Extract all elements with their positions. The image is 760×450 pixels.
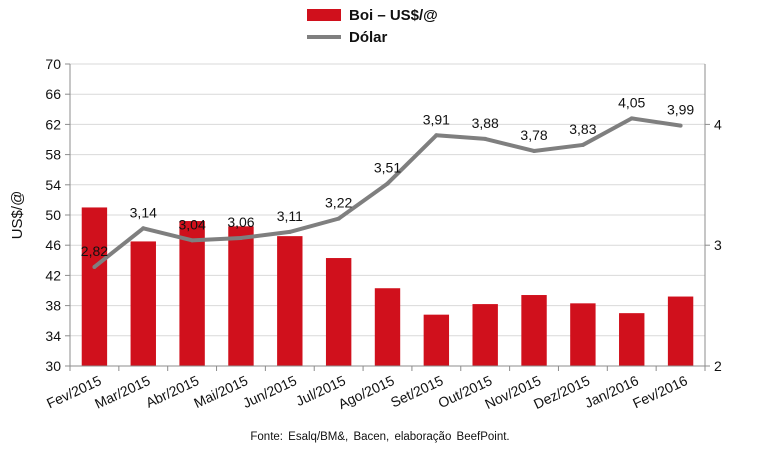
data-label: 2,82 — [81, 243, 108, 259]
data-label: 4,05 — [618, 94, 645, 110]
line-point — [678, 123, 683, 128]
x-tick-label: Abr/2015 — [143, 372, 201, 411]
gridlines — [70, 63, 705, 367]
y-tick-label: 66 — [45, 86, 61, 102]
y2-tick-label: 3 — [714, 237, 722, 253]
y-axis-label: US$/@ — [9, 191, 26, 240]
legend-item-dolar: Dólar — [307, 26, 567, 48]
legend-label-boi: Boi – US$/@ — [349, 6, 438, 24]
y-axis-right-ticks: 2 3 4 — [705, 116, 722, 374]
line-point — [434, 133, 439, 138]
y-tick-label: 42 — [45, 267, 61, 283]
y-tick-label: 62 — [45, 116, 61, 132]
line-point — [92, 264, 97, 269]
data-label: 3,04 — [178, 216, 205, 232]
data-label: 3,51 — [374, 160, 401, 176]
legend: Boi – US$/@ Dólar — [307, 4, 567, 48]
data-label: 3,91 — [423, 111, 450, 127]
bar — [81, 207, 108, 366]
x-tick-label: Jun/2015 — [240, 372, 299, 411]
x-tick-label: Set/2015 — [388, 372, 446, 410]
line-point — [238, 235, 243, 240]
y-tick-label: 34 — [45, 328, 61, 344]
bar — [667, 296, 694, 366]
line-point — [629, 116, 634, 121]
data-label: 3,88 — [472, 115, 499, 131]
legend-item-boi: Boi – US$/@ — [307, 4, 567, 26]
bar — [619, 313, 645, 366]
x-tick-label: Fev/2015 — [44, 372, 104, 411]
legend-label-dolar: Dólar — [349, 28, 388, 46]
line-point — [483, 136, 488, 141]
line-data-labels: 2,82 3,14 3,04 3,06 3,11 3,22 3,51 3,91 3,88 3,78… — [81, 94, 695, 259]
source-note: Fonte: Esalq/BM&, Bacen, elaboração Beef… — [250, 431, 510, 443]
line-point — [336, 216, 341, 221]
x-tick-label: Mai/2015 — [191, 372, 250, 411]
line-point — [532, 148, 537, 153]
line-point — [580, 142, 585, 147]
line-series — [92, 116, 683, 269]
y-tick-label: 58 — [45, 147, 61, 163]
bar — [374, 288, 401, 366]
data-label: 3,22 — [325, 195, 352, 211]
bar — [130, 241, 156, 366]
data-label: 3,78 — [520, 127, 547, 143]
x-axis-ticks: Fev/2015Mar/2015Abr/2015Mai/2015Jun/2015… — [44, 366, 706, 412]
x-tick-label: Dez/2015 — [531, 372, 592, 412]
legend-swatch-boi — [307, 9, 341, 21]
line-point — [287, 229, 292, 234]
data-label: 3,14 — [130, 204, 157, 220]
y-tick-label: 46 — [45, 237, 61, 253]
y-tick-label: 38 — [45, 298, 61, 314]
bar — [277, 236, 303, 366]
bar — [423, 314, 450, 366]
data-label: 3,11 — [277, 208, 303, 224]
bar-series — [81, 207, 694, 366]
bar — [325, 258, 352, 366]
x-tick-label: Jan/2016 — [582, 372, 641, 411]
y2-tick-label: 2 — [714, 358, 722, 374]
bar — [228, 226, 254, 366]
bar — [570, 303, 596, 366]
bar — [472, 304, 498, 366]
x-tick-label: Mar/2015 — [92, 372, 153, 412]
data-label: 3,99 — [667, 102, 694, 118]
y-tick-label: 54 — [45, 177, 61, 193]
x-tick-label: Ago/2015 — [336, 372, 397, 412]
x-tick-label: Fev/2016 — [630, 372, 690, 411]
line-point — [190, 238, 195, 243]
y-tick-label: 70 — [45, 56, 61, 72]
data-label: 3,83 — [569, 121, 596, 137]
y-tick-label: 50 — [45, 207, 61, 223]
bar — [521, 295, 547, 366]
bar — [179, 221, 205, 366]
y-tick-label: 30 — [45, 358, 61, 374]
data-label: 3,06 — [227, 214, 254, 230]
line-point — [385, 181, 390, 186]
y-axis-left-ticks: 30 34 38 42 46 50 54 58 62 66 70 — [45, 56, 70, 374]
y2-tick-label: 4 — [714, 116, 722, 132]
legend-swatch-dolar — [307, 35, 341, 39]
line-point — [141, 226, 146, 231]
